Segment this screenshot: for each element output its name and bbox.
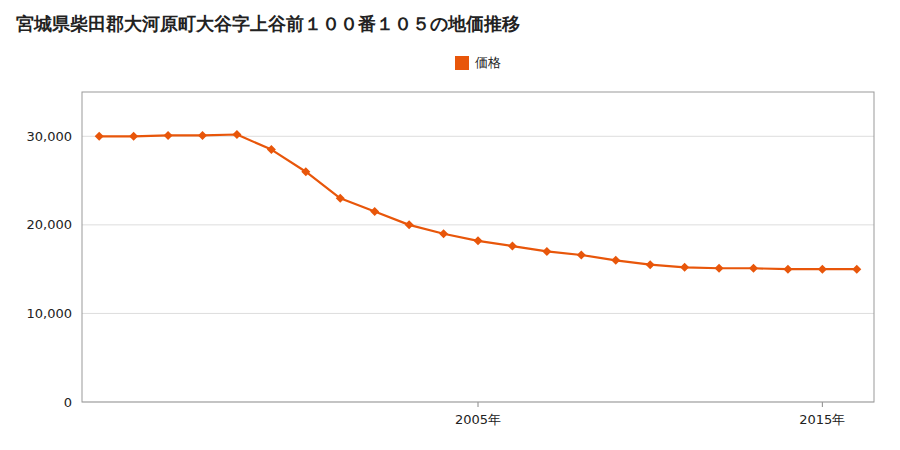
line (99, 135, 857, 270)
marker (542, 247, 551, 256)
x-tick-label: 2015年 (799, 412, 845, 427)
legend-swatch (455, 56, 469, 70)
y-tick-label: 0 (64, 395, 72, 410)
title: 宮城県柴田郡大河原町大谷字上谷前１００番１０５の地価推移 (16, 13, 520, 34)
marker (405, 220, 414, 229)
grid-line (82, 224, 874, 225)
marker (577, 250, 586, 259)
marker (267, 145, 276, 154)
plot-frame (82, 92, 874, 402)
marker (370, 207, 379, 216)
marker (783, 265, 792, 274)
marker (715, 264, 724, 273)
plot-area (95, 130, 862, 274)
marker (508, 242, 517, 251)
x-tick (478, 402, 479, 407)
marker (164, 131, 173, 140)
chart: 宮城県柴田郡大河原町大谷字上谷前１００番１０５の地価推移 0 10,000 20,00… (0, 0, 900, 450)
marker (818, 265, 827, 274)
marker (474, 236, 483, 245)
marker (198, 131, 207, 140)
y-tick-label: 20,000 (27, 217, 73, 232)
legend-label: 価格 (475, 55, 501, 70)
marker (680, 263, 689, 272)
y-tick-label: 30,000 (27, 129, 73, 144)
marker (129, 132, 138, 141)
x-tick-label: 2005年 (455, 412, 501, 427)
grid (82, 136, 874, 402)
marker (611, 256, 620, 265)
marker (301, 167, 310, 176)
marker (852, 265, 861, 274)
marker (232, 130, 241, 139)
legend: 価格 (455, 55, 501, 70)
marker (749, 264, 758, 273)
x-tick (822, 402, 823, 407)
marker (646, 260, 655, 269)
marker (439, 229, 448, 238)
marker (95, 132, 104, 141)
grid-line (82, 313, 874, 314)
marker (336, 194, 345, 203)
y-tick-label: 10,000 (27, 306, 73, 321)
